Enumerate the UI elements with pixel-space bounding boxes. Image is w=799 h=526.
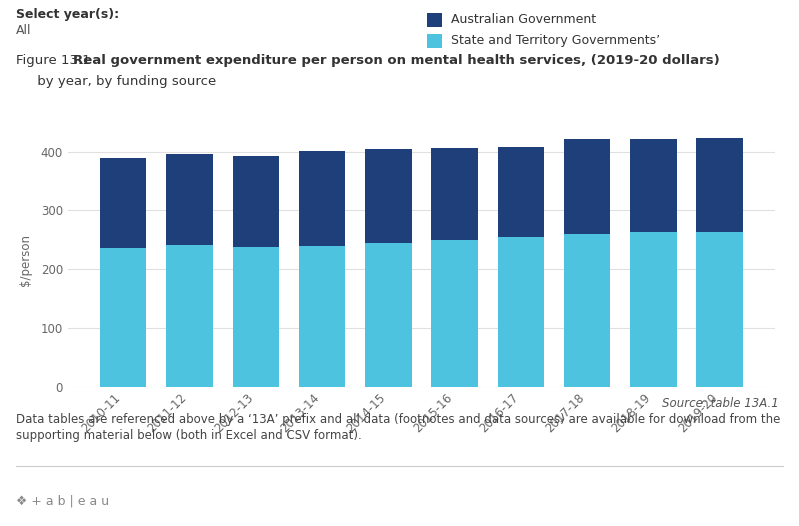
Bar	[697, 232, 743, 387]
Bar	[431, 148, 478, 240]
Bar	[431, 240, 478, 387]
Text: by year, by funding source: by year, by funding source	[16, 75, 217, 88]
Y-axis label: $/person: $/person	[19, 235, 33, 286]
Bar	[233, 156, 279, 247]
Bar	[100, 248, 146, 387]
Bar	[564, 139, 610, 234]
Text: All: All	[16, 24, 31, 37]
Bar	[365, 149, 411, 243]
Text: Figure 13.1: Figure 13.1	[16, 54, 95, 67]
Bar	[299, 151, 345, 246]
Text: Select year(s):: Select year(s):	[16, 8, 119, 21]
Text: supporting material below (both in Excel and CSV format).: supporting material below (both in Excel…	[16, 429, 362, 442]
Bar	[697, 138, 743, 232]
Bar	[630, 139, 677, 232]
Text: State and Territory Governments’: State and Territory Governments’	[451, 34, 661, 47]
Bar	[564, 234, 610, 387]
Bar	[630, 232, 677, 387]
Bar	[498, 237, 544, 387]
Bar	[233, 247, 279, 387]
Bar	[498, 147, 544, 237]
Bar	[166, 245, 213, 387]
Text: Source: table 13A.1: Source: table 13A.1	[662, 397, 779, 410]
Text: Real government expenditure per person on mental health services, (2019-20 dolla: Real government expenditure per person o…	[73, 54, 719, 67]
Bar	[299, 246, 345, 387]
Text: ❖ + a b | e a u: ❖ + a b | e a u	[16, 494, 109, 508]
Bar	[100, 158, 146, 248]
Text: Australian Government: Australian Government	[451, 13, 597, 26]
Bar	[166, 154, 213, 245]
Bar	[365, 243, 411, 387]
Text: Data tables are referenced above by a ‘13A’ prefix and all data (footnotes and d: Data tables are referenced above by a ‘1…	[16, 413, 781, 426]
